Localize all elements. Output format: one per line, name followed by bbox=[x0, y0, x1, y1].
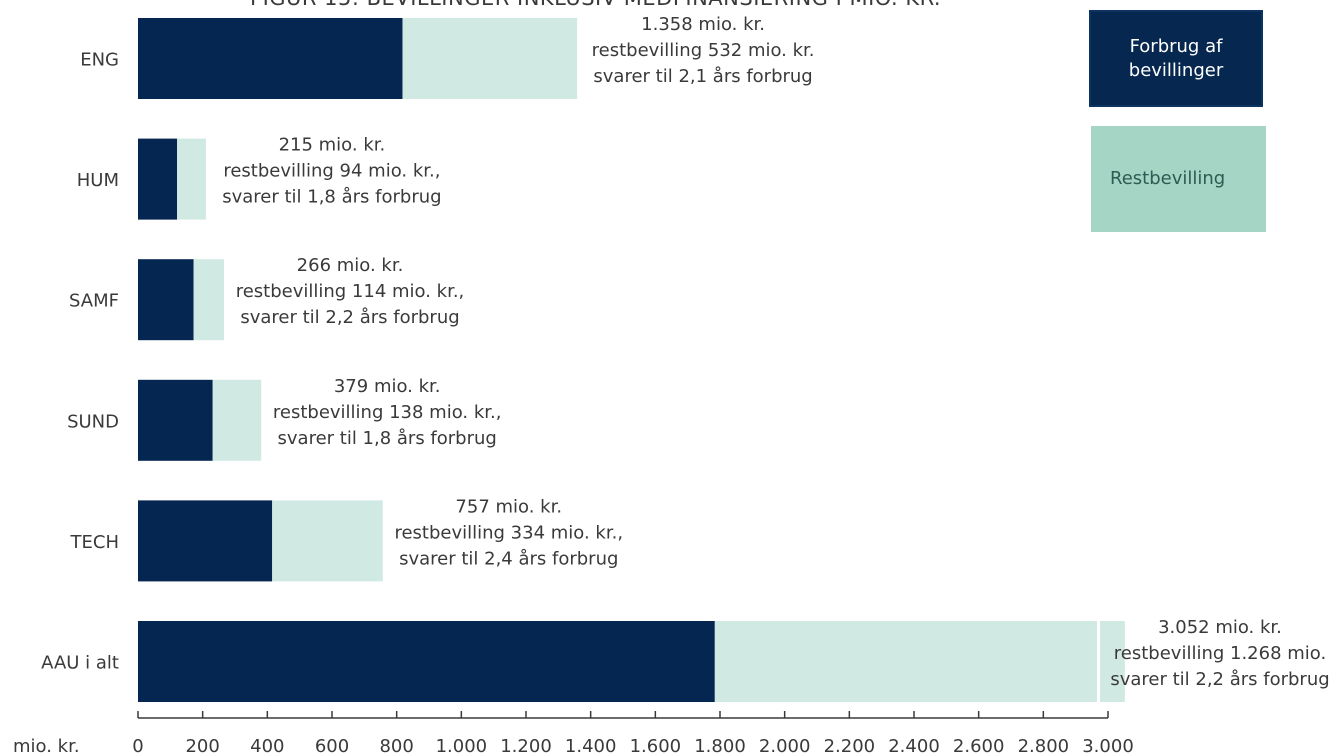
chart-title: FIGUR 15: BEVILLINGER INKLUSIV MEDFINANS… bbox=[250, 0, 1050, 10]
x-tick-label: 2.800 bbox=[1018, 736, 1070, 756]
x-tick-label: 1.000 bbox=[436, 736, 488, 756]
bar-forbrug bbox=[138, 621, 715, 702]
bar-annotation: restbevilling 334 mio. kr., bbox=[394, 522, 623, 543]
bar-forbrug bbox=[138, 379, 213, 461]
bar-restbevilling bbox=[402, 18, 578, 99]
total-bar-gap bbox=[1097, 621, 1100, 702]
bar-restbevilling bbox=[272, 500, 383, 582]
bar-restbevilling bbox=[714, 621, 1125, 702]
bar-annotation: svarer til 2,1 års forbrug bbox=[593, 66, 812, 87]
bar-annotation: 3.052 mio. kr. bbox=[1158, 617, 1282, 638]
bar-annotation: svarer til 2,4 års forbrug bbox=[399, 548, 618, 569]
x-tick-label: 200 bbox=[185, 736, 219, 756]
bar-annotation: restbevilling 532 mio. kr. bbox=[592, 40, 815, 61]
x-axis-label: mio. kr. bbox=[13, 736, 80, 756]
legend-rest-label: Restbevilling bbox=[1110, 168, 1226, 189]
bar-annotation: svarer til 1,8 års forbrug bbox=[278, 428, 497, 449]
category-label: HUM bbox=[77, 170, 119, 191]
bar-forbrug bbox=[138, 138, 178, 220]
bar-annotation: 266 mio. kr. bbox=[297, 255, 404, 276]
bar-annotation: 1.358 mio. kr. bbox=[641, 14, 765, 35]
category-label: AAU i alt bbox=[41, 653, 119, 674]
bar-annotation: 379 mio. kr. bbox=[334, 376, 441, 397]
bar-annotation: svarer til 2,2 års forbrug bbox=[1110, 669, 1329, 690]
x-tick-label: 800 bbox=[379, 736, 413, 756]
x-tick-label: 1.800 bbox=[694, 736, 746, 756]
bar-forbrug bbox=[138, 259, 194, 341]
x-tick-label: 1.400 bbox=[565, 736, 617, 756]
category-label: SAMF bbox=[69, 291, 119, 312]
bar-forbrug bbox=[138, 500, 273, 582]
x-tick-label: 0 bbox=[132, 736, 143, 756]
x-tick-label: 2.200 bbox=[824, 736, 876, 756]
bar-annotation: svarer til 1,8 års forbrug bbox=[222, 187, 441, 208]
legend-forbrug-label-line1: Forbrug af bbox=[1129, 35, 1223, 57]
x-tick-label: 400 bbox=[250, 736, 284, 756]
bar-restbevilling bbox=[212, 379, 262, 461]
bar-annotation: restbevilling 138 mio. kr., bbox=[273, 402, 502, 423]
bar-restbevilling bbox=[177, 138, 206, 220]
x-tick-label: 2.400 bbox=[888, 736, 940, 756]
category-label: TECH bbox=[70, 532, 119, 553]
bar-annotation: svarer til 2,2 års forbrug bbox=[240, 307, 459, 328]
bar-annotation: restbevilling 114 mio. kr., bbox=[236, 281, 465, 302]
x-tick-label: 1.200 bbox=[500, 736, 552, 756]
category-label: SUND bbox=[67, 411, 119, 432]
x-tick-label: 2.000 bbox=[759, 736, 811, 756]
x-tick-label: 600 bbox=[315, 736, 349, 756]
bar-annotation: restbevilling 94 mio. kr., bbox=[223, 161, 440, 182]
legend-forbrug-label-line2: bevillinger bbox=[1128, 59, 1224, 81]
bar-annotation: 215 mio. kr. bbox=[279, 135, 386, 156]
bar-restbevilling bbox=[193, 259, 225, 341]
x-tick-label: 1.600 bbox=[630, 736, 682, 756]
bar-annotation: restbevilling 1.268 mio. bbox=[1114, 643, 1326, 664]
legend-forbrug: Forbrug af bevillinger bbox=[1089, 10, 1263, 107]
bar-forbrug bbox=[138, 18, 403, 99]
bar-annotation: 757 mio. kr. bbox=[455, 496, 562, 517]
category-label: ENG bbox=[80, 50, 119, 71]
legend-rest: Restbevilling bbox=[1091, 126, 1266, 232]
x-tick-label: 3.000 bbox=[1082, 736, 1134, 756]
x-tick-label: 2.600 bbox=[953, 736, 1005, 756]
